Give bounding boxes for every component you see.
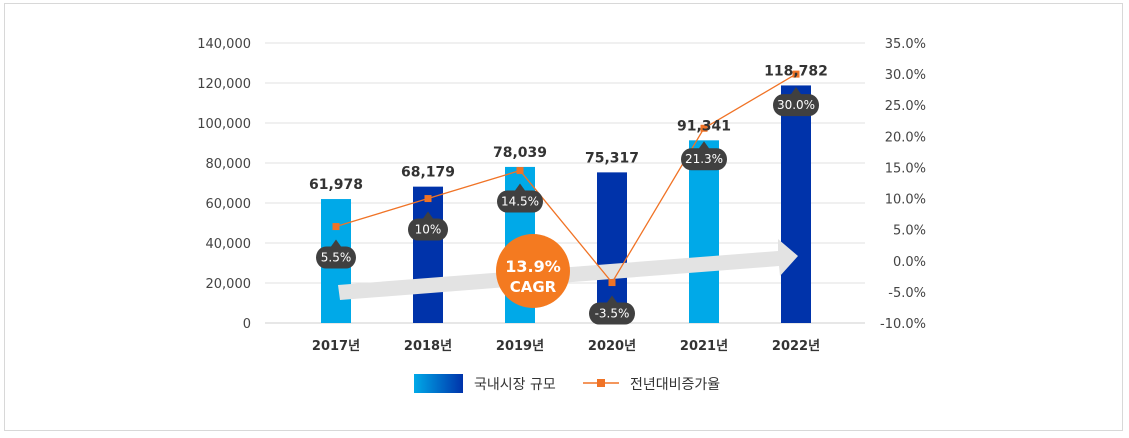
x-tick-label: 2019년 xyxy=(496,339,544,354)
legend: 국내시장 규모 전년대비증가율 xyxy=(414,374,720,393)
growth-marker xyxy=(608,279,616,287)
growth-marker xyxy=(332,223,340,231)
left-tick-label: 40,000 xyxy=(206,237,252,252)
left-tick-label: 60,000 xyxy=(206,197,252,212)
bar-value-label: 68,179 xyxy=(401,165,455,181)
growth-marker xyxy=(424,195,432,203)
bar-value-label: 78,039 xyxy=(493,145,547,161)
legend-marker xyxy=(597,379,605,387)
x-tick-label: 2020년 xyxy=(588,339,636,354)
bar xyxy=(689,140,719,323)
right-tick-label: 10.0% xyxy=(885,193,926,208)
right-tick-label: 5.0% xyxy=(893,224,926,239)
growth-callout xyxy=(773,87,819,117)
growth-marker xyxy=(700,124,708,132)
bar-value-label: 61,978 xyxy=(309,177,363,193)
growth-marker xyxy=(792,70,800,78)
left-tick-label: 140,000 xyxy=(197,37,251,52)
growth-line xyxy=(335,73,797,284)
left-tick-label: 80,000 xyxy=(206,157,252,172)
right-tick-label: 25.0% xyxy=(885,99,926,114)
growth-value-label: 5.5% xyxy=(321,251,352,265)
legend-label-bar: 국내시장 규모 xyxy=(474,377,556,393)
right-tick-label: -10.0% xyxy=(880,317,926,332)
right-tick-label: 35.0% xyxy=(885,37,926,52)
right-tick-label: 20.0% xyxy=(885,130,926,145)
chart-frame xyxy=(4,3,1123,431)
bar-value-label: 75,317 xyxy=(585,150,639,166)
cagr-label: CAGR xyxy=(510,278,557,296)
bar xyxy=(781,85,811,323)
right-tick-label: -5.0% xyxy=(888,286,926,301)
growth-marker xyxy=(516,167,524,175)
right-tick-label: 0.0% xyxy=(893,255,926,270)
left-tick-label: 100,000 xyxy=(197,117,251,132)
left-tick-label: 0 xyxy=(243,317,251,332)
growth-value-label: 21.3% xyxy=(685,152,723,166)
legend-swatch-bar xyxy=(414,374,463,393)
growth-callout xyxy=(316,239,356,269)
growth-callout xyxy=(408,211,448,241)
growth-value-label: 10% xyxy=(415,223,442,237)
growth-value-label: 14.5% xyxy=(501,195,539,209)
x-tick-label: 2017년 xyxy=(312,339,360,354)
left-tick-label: 120,000 xyxy=(197,77,251,92)
bar xyxy=(413,186,443,323)
x-tick-label: 2022년 xyxy=(772,339,820,354)
x-tick-label: 2018년 xyxy=(404,339,452,354)
cagr-value: 13.9% xyxy=(505,257,561,276)
cagr-badge: 13.9% CAGR xyxy=(496,234,570,308)
bar-value-label: 91,341 xyxy=(677,118,731,134)
right-tick-label: 30.0% xyxy=(885,68,926,83)
legend-label-line: 전년대비증가율 xyxy=(630,377,720,393)
right-tick-label: 15.0% xyxy=(885,161,926,176)
bar-value-label: 118,782 xyxy=(764,63,828,79)
left-tick-label: 20,000 xyxy=(206,277,252,292)
growth-value-label: -3.5% xyxy=(595,307,630,321)
growth-callout xyxy=(589,295,635,325)
growth-callout xyxy=(681,141,728,171)
growth-callout xyxy=(497,183,543,213)
growth-value-label: 30.0% xyxy=(777,98,815,112)
x-tick-label: 2021년 xyxy=(680,339,728,354)
